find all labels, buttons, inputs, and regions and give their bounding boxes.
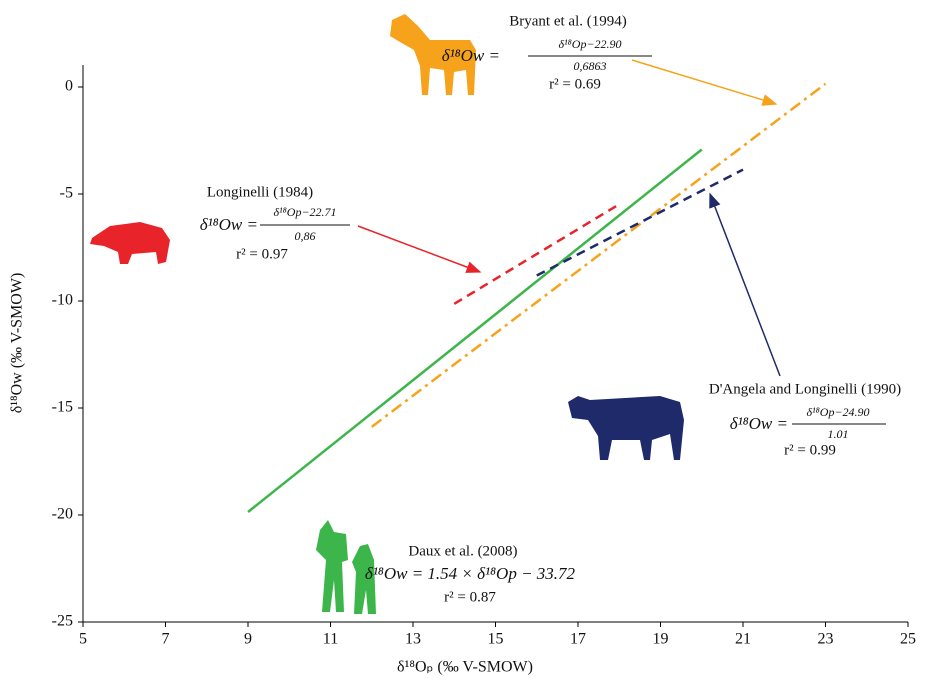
series-line: [536, 168, 744, 277]
arrow: [357, 225, 482, 273]
x-tick-label: 13: [405, 631, 421, 648]
annotation-source: Longinelli (1984): [207, 184, 313, 200]
annotation-source: D'Angela and Longinelli (1990): [709, 381, 901, 397]
y-tick-label: -25: [52, 613, 73, 630]
annotation-equation: δ¹⁸Ow =: [200, 215, 258, 234]
x-tick-label: 21: [735, 631, 751, 648]
annotation-r2: r² = 0.97: [236, 246, 288, 262]
x-tick-label: 5: [79, 631, 87, 648]
equation-numerator: δ¹⁸Op−24.90: [806, 405, 869, 419]
x-tick-label: 17: [570, 631, 586, 648]
human-icon: [316, 520, 376, 614]
boar-icon: [90, 222, 170, 264]
arrow: [709, 192, 781, 377]
equation-numerator: δ¹⁸Op−22.90: [558, 37, 621, 51]
series-line: [370, 82, 827, 428]
x-tick-label: 7: [162, 631, 170, 648]
cow-icon: [568, 396, 684, 460]
x-tick-label: 23: [818, 631, 834, 648]
annotation-equation: δ¹⁸Ow = 1.54 × δ¹⁸Op − 33.72: [365, 564, 576, 583]
equation-numerator: δ¹⁸Op−22.71: [273, 205, 336, 219]
x-axis-label: δ¹⁸Oₚ (‰ V-SMOW): [397, 659, 533, 676]
horse-icon: [390, 14, 476, 95]
series-line: [453, 203, 620, 305]
equation-denominator: 0,6863: [574, 59, 607, 73]
y-axis-label: δ¹⁸Ow (‰ V-SMOW): [9, 273, 26, 414]
series-line: [247, 148, 703, 513]
y-tick-label: -20: [52, 506, 73, 523]
arrow: [631, 59, 778, 106]
x-tick-label: 25: [900, 631, 916, 648]
y-tick-label: -5: [60, 185, 73, 202]
annotation-source: Daux et al. (2008): [408, 543, 517, 559]
x-tick-label: 15: [488, 631, 504, 648]
equation-denominator: 0,86: [295, 229, 316, 243]
x-tick-label: 11: [323, 631, 338, 648]
y-tick-label: -15: [52, 399, 73, 416]
annotation-source: Bryant et al. (1994): [509, 13, 626, 29]
annotation-r2: r² = 0.99: [784, 442, 836, 458]
annotation-equation: δ¹⁸Ow =: [730, 414, 788, 433]
y-tick-label: 0: [65, 78, 73, 95]
equation-denominator: 1.01: [828, 427, 849, 441]
annotation-r2: r² = 0.87: [444, 589, 496, 605]
y-tick-label: -10: [52, 292, 73, 309]
x-tick-label: 19: [653, 631, 669, 648]
annotation-equation: δ¹⁸Ow =: [442, 46, 500, 65]
annotation-r2: r² = 0.69: [549, 76, 601, 92]
x-tick-label: 9: [244, 631, 252, 648]
